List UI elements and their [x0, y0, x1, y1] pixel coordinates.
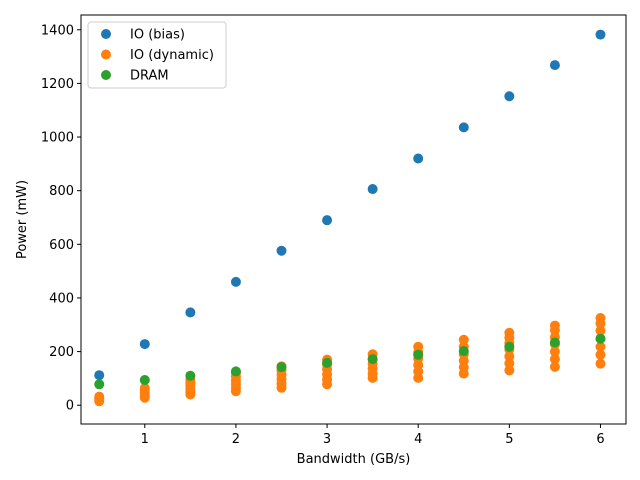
y-axis-label: Power (mW) [15, 180, 30, 259]
x-axis: 1 2 3 4 5 6 [141, 424, 605, 447]
legend-label: DRAM [130, 69, 169, 84]
plot-marks [94, 29, 606, 407]
y-tick-label: 400 [49, 291, 74, 306]
data-point [413, 341, 424, 352]
data-point [413, 349, 424, 360]
y-tick-label: 600 [49, 238, 74, 253]
data-point [549, 354, 560, 365]
data-point [595, 325, 606, 336]
data-point [139, 383, 150, 394]
data-point [413, 153, 424, 164]
legend-box [87, 21, 227, 89]
data-point [139, 339, 150, 350]
data-point [185, 307, 196, 318]
data-point [504, 341, 515, 352]
data-point [595, 358, 606, 369]
data-point [595, 313, 606, 324]
legend-label: IO (bias) [130, 28, 185, 43]
data-point [322, 357, 333, 368]
x-tick-label: 5 [505, 432, 513, 447]
data-point [458, 122, 469, 133]
y-tick-label: 800 [49, 184, 74, 199]
legend-marker [101, 70, 111, 80]
series-io-bias [94, 29, 606, 381]
data-point [504, 365, 515, 376]
legend-item: IO (bias) [101, 28, 185, 43]
data-point [504, 327, 515, 338]
data-point [94, 370, 105, 381]
data-point [230, 366, 241, 377]
y-tick-label: 0 [66, 399, 74, 414]
legend-marker [101, 29, 111, 39]
legend-label: IO (dynamic) [130, 48, 214, 63]
data-point [549, 60, 560, 71]
data-point [549, 361, 560, 372]
data-point [504, 351, 515, 362]
data-point [185, 370, 196, 381]
data-point [549, 337, 560, 348]
data-point [230, 276, 241, 287]
data-point [595, 333, 606, 344]
data-point [367, 354, 378, 365]
y-tick-label: 200 [49, 345, 74, 360]
data-point [139, 375, 150, 386]
data-point [94, 379, 105, 390]
data-point [94, 391, 105, 402]
data-point [276, 245, 287, 256]
plot-area-frame [80, 14, 627, 425]
data-point [595, 349, 606, 360]
legend-marker [101, 49, 111, 60]
data-point [504, 91, 515, 102]
series-dram [94, 333, 606, 390]
data-point [458, 334, 469, 345]
data-point [276, 362, 287, 373]
data-point [367, 184, 378, 195]
data-point [549, 346, 560, 357]
legend-item: IO (dynamic) [101, 48, 214, 63]
x-tick-label: 3 [323, 432, 331, 447]
data-point [595, 29, 606, 40]
legend-item: DRAM [101, 69, 169, 84]
x-tick-label: 6 [596, 432, 604, 447]
data-point [504, 358, 515, 369]
data-point [549, 320, 560, 331]
x-axis-label: Bandwidth (GB/s) [297, 452, 411, 467]
y-tick-label: 1200 [41, 77, 74, 92]
data-point [595, 341, 606, 352]
x-tick-label: 4 [414, 432, 422, 447]
x-tick-label: 2 [232, 432, 240, 447]
y-tick-label: 1000 [41, 131, 74, 146]
y-tick-label: 1400 [41, 23, 74, 38]
x-tick-label: 1 [141, 432, 149, 447]
data-point [322, 215, 333, 226]
legend: IO (bias) IO (dynamic) DRAM [87, 21, 227, 89]
data-point [458, 346, 469, 357]
y-axis: 0 200 400 600 800 1000 1200 1400 [41, 23, 81, 414]
